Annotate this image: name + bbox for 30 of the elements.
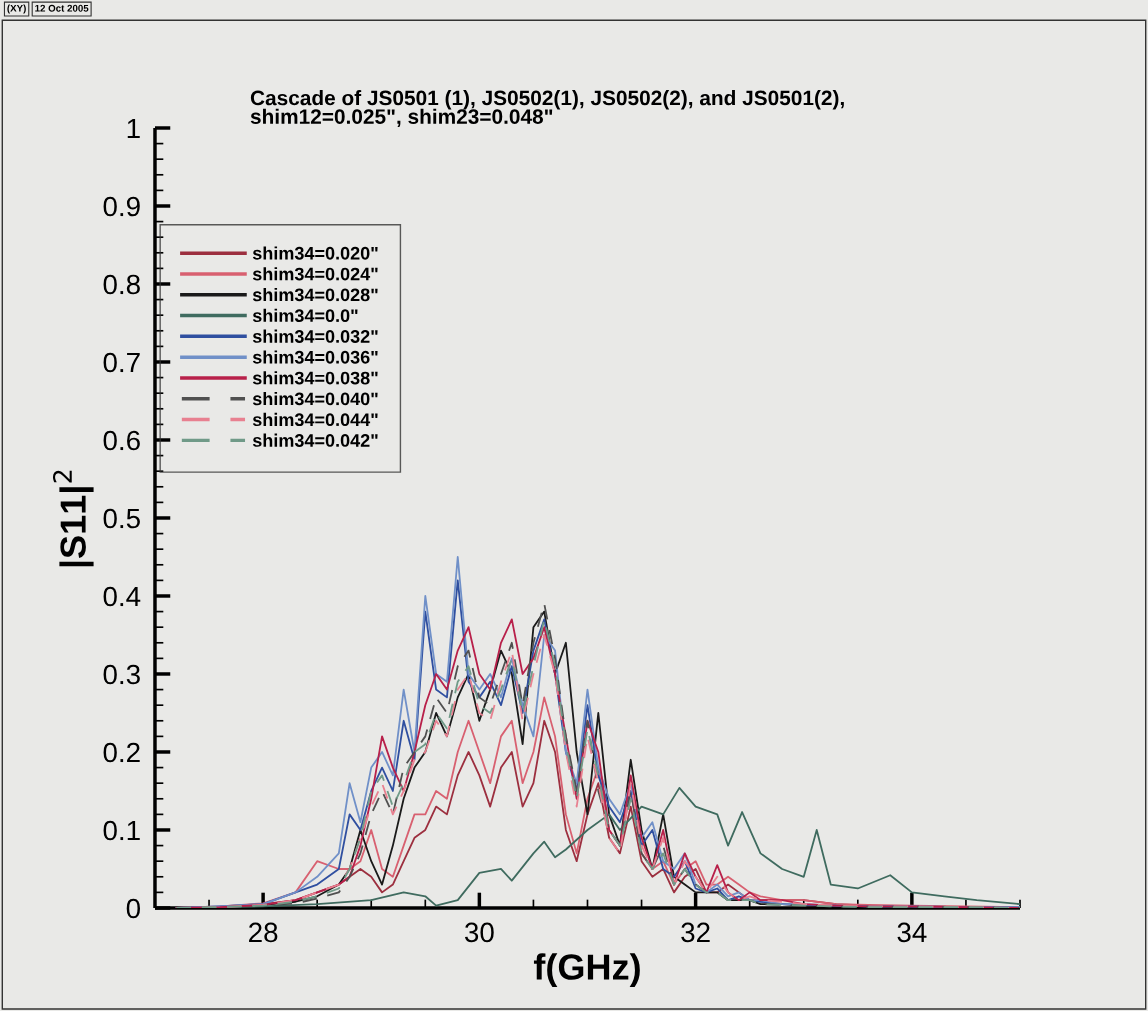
legend-label: shim34=0.020" bbox=[252, 246, 378, 260]
y-tick-label: 0.7 bbox=[103, 352, 140, 373]
y-tick-label: 0.4 bbox=[103, 586, 141, 607]
legend-label: shim34=0.042" bbox=[252, 433, 378, 447]
legend-label: shim34=0.032" bbox=[252, 329, 378, 343]
legend-label: shim34=0.038" bbox=[252, 371, 378, 385]
x-tick-label: 34 bbox=[897, 922, 927, 943]
legend-label: shim34=0.044" bbox=[252, 412, 378, 427]
text: (XY) bbox=[7, 4, 26, 14]
x-axis-title: f(GHz) bbox=[533, 953, 640, 987]
y-axis-title: |S11|$^{2}$ bbox=[52, 470, 94, 567]
y-tick-label: 0.8 bbox=[103, 274, 140, 295]
y-tick-label: 0.3 bbox=[103, 664, 140, 685]
y-tick-label: 0.6 bbox=[103, 430, 140, 451]
legend-label: shim34=0.036" bbox=[252, 350, 378, 364]
legend-label: shim34=0.024" bbox=[252, 267, 378, 281]
y-tick-label: 1 bbox=[127, 118, 140, 139]
x-tick-label: 30 bbox=[464, 922, 494, 943]
y-tick-label: 0.2 bbox=[103, 742, 140, 763]
y-tick-label: 0.1 bbox=[103, 820, 140, 841]
chart-title: Cascade of JS0501 (1), JS0502(1), JS0502(2), and JS0501(2), shim12=0.025", shim23=0.048" bbox=[250, 90, 844, 127]
y-tick-label: 0.5 bbox=[103, 508, 140, 529]
x-tick-label: 28 bbox=[249, 922, 278, 943]
legend-label: shim34=0.0" bbox=[252, 308, 358, 323]
legend-label: shim34=0.040" bbox=[252, 392, 378, 406]
y-tick-label: 0.9 bbox=[103, 196, 140, 217]
legend-label: shim34=0.028" bbox=[252, 287, 378, 302]
y-tick-label: 0 bbox=[126, 898, 141, 919]
text: 12 Oct 2005 bbox=[35, 4, 89, 12]
x-tick-label: 32 bbox=[681, 922, 710, 943]
